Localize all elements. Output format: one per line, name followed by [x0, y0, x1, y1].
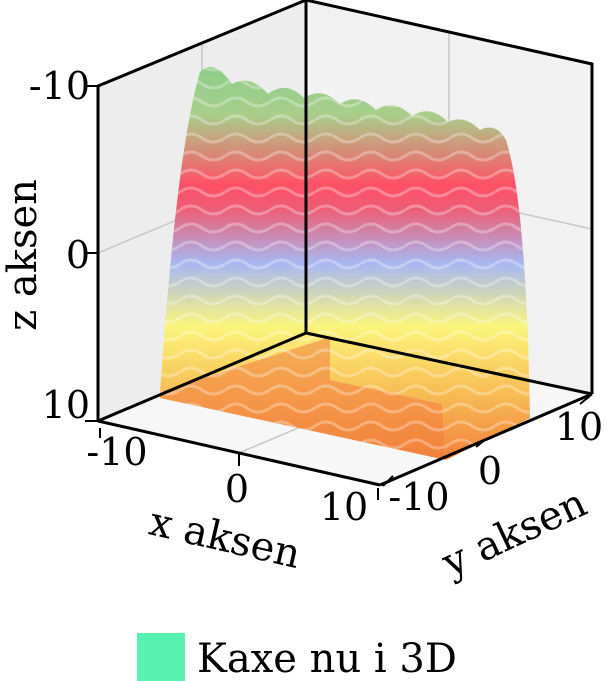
y-tick-label: -10 [388, 475, 449, 519]
z-tick-label: -10 [29, 64, 90, 108]
surface [160, 67, 530, 460]
surface-front-slab-waves [160, 337, 446, 460]
tick-marks [85, 85, 591, 500]
y-tick-label: 0 [478, 449, 502, 493]
x-tick-label: 10 [320, 485, 368, 529]
box-edges [96, 0, 594, 487]
y-axis-label: y aksen [434, 480, 593, 587]
legend-label: Kaxe nu i 3D [197, 636, 457, 681]
legend-swatch [137, 633, 185, 681]
x-tick-label: 0 [225, 467, 249, 511]
x-tick-label: -10 [86, 430, 147, 474]
y-tick-label: 10 [555, 405, 603, 449]
legend: Kaxe nu i 3D [137, 633, 457, 681]
z-axis-label: z aksen [0, 179, 46, 331]
z-tick-label: 0 [66, 233, 90, 277]
z-tick-label: 10 [42, 383, 90, 427]
